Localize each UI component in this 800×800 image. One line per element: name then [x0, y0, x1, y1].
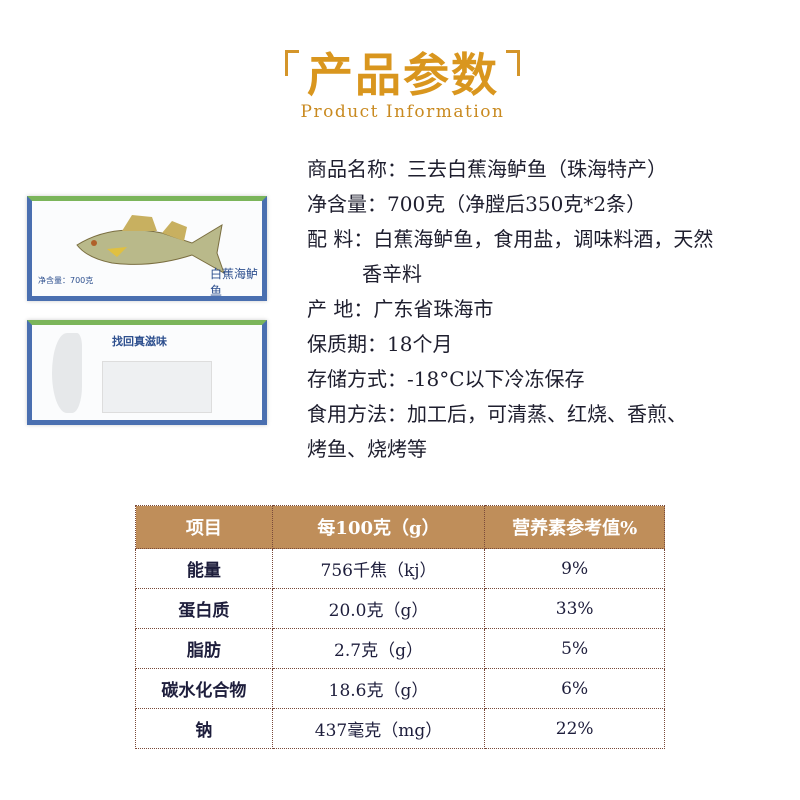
header-item: 项目: [135, 505, 273, 549]
table-row: 脂肪 2.7克（g） 5%: [135, 628, 665, 669]
row-value: 20.0克（g）: [271, 588, 486, 629]
row-nrv: 6%: [484, 668, 665, 709]
package-label: 白蕉海鲈鱼: [210, 267, 259, 298]
info-origin: 产 地：广东省珠海市: [307, 297, 494, 321]
fish-illustration: [76, 215, 225, 275]
nutrition-table: 项目 每100克（g） 营养素参考值% 能量 756千焦（kj） 9% 蛋白质 20.…: [135, 505, 665, 749]
row-value: 756千焦（kj）: [271, 548, 486, 589]
package-weight: 净含量：700克: [38, 276, 94, 285]
info-shelf-life: 保质期：18个月: [307, 332, 453, 356]
product-info-list: 商品名称：三去白蕉海鲈鱼（珠海特产） 净含量：700克（净膛后350克*2条） …: [307, 152, 777, 467]
header-per-100g: 每100克（g）: [271, 505, 486, 549]
row-value: 437毫克（mg）: [271, 708, 486, 749]
row-nrv: 22%: [484, 708, 665, 749]
bracket-right-decoration: [506, 50, 520, 76]
table-row: 钠 437毫克（mg） 22%: [135, 708, 665, 749]
row-nrv: 9%: [484, 548, 665, 589]
info-usage-cont: 烤鱼、烧烤等: [307, 437, 427, 461]
table-row: 碳水化合物 18.6克（g） 6%: [135, 668, 665, 709]
row-label: 蛋白质: [135, 588, 273, 629]
row-value: 18.6克（g）: [271, 668, 486, 709]
info-name: 商品名称：三去白蕉海鲈鱼（珠海特产）: [307, 157, 667, 181]
header-nrv: 营养素参考值%: [484, 505, 665, 549]
table-row: 蛋白质 20.0克（g） 33%: [135, 588, 665, 629]
page-subtitle: Product Information: [300, 102, 505, 122]
info-ingredients-cont: 香辛料: [362, 262, 422, 286]
section-header: 产品参数 Product Information: [285, 42, 520, 132]
package-back-image: 找回真滋味: [27, 320, 267, 425]
package-slogan: 找回真滋味: [112, 335, 167, 348]
label-panel: [102, 361, 212, 413]
package-front-image: 净含量：700克 白蕉海鲈鱼: [27, 196, 267, 301]
page-title: 产品参数: [307, 48, 499, 102]
row-label: 脂肪: [135, 628, 273, 669]
info-ingredients: 配 料：白蕉海鲈鱼，食用盐，调味料酒，天然: [307, 227, 714, 251]
table-row: 能量 756千焦（kj） 9%: [135, 548, 665, 589]
row-value: 2.7克（g）: [271, 628, 486, 669]
row-label: 钠: [135, 708, 273, 749]
row-label: 能量: [135, 548, 273, 589]
info-usage: 食用方法：加工后，可清蒸、红烧、香煎、: [307, 402, 687, 426]
bracket-left-decoration: [285, 50, 299, 76]
row-nrv: 5%: [484, 628, 665, 669]
row-label: 碳水化合物: [135, 668, 273, 709]
info-net-weight: 净含量：700克（净膛后350克*2条）: [307, 192, 647, 216]
window-shape-decoration: [52, 333, 82, 413]
row-nrv: 33%: [484, 588, 665, 629]
table-header-row: 项目 每100克（g） 营养素参考值%: [135, 505, 665, 549]
info-storage: 存储方式：-18°C以下冷冻保存: [307, 367, 585, 391]
